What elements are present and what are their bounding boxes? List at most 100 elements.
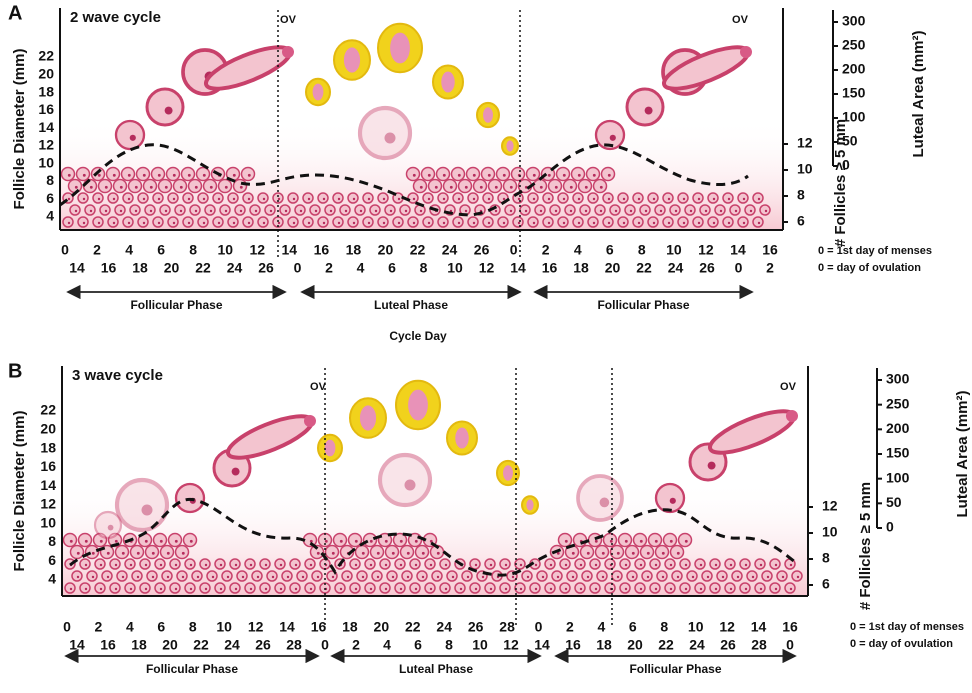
follicle	[422, 216, 434, 228]
follicle	[311, 570, 323, 582]
follicle	[409, 558, 421, 570]
follicle	[692, 192, 704, 204]
luteal-axis-label: Luteal Area (mm²)	[910, 31, 927, 158]
follicle	[412, 178, 428, 194]
legend-note: 0 = day of ovulation	[818, 262, 921, 274]
oocyte	[740, 46, 752, 58]
oocyte	[141, 504, 153, 516]
follicle	[240, 166, 256, 182]
oocyte	[369, 587, 373, 591]
follicle	[332, 532, 348, 548]
x-tick-label: 14	[282, 242, 298, 258]
oocyte	[421, 551, 425, 555]
follicle	[92, 192, 104, 204]
follicle	[135, 166, 151, 182]
follicle	[120, 166, 136, 182]
follicle	[482, 216, 494, 228]
oocyte	[99, 539, 103, 543]
oocyte	[399, 587, 403, 591]
oocyte	[609, 539, 613, 543]
x-tick-label: 8	[189, 242, 197, 258]
ov-label: OV	[780, 381, 797, 393]
follicle	[362, 192, 374, 204]
oocyte	[419, 185, 423, 189]
oocyte	[412, 221, 416, 225]
x-tick-label: 24	[227, 260, 243, 276]
oocyte	[434, 185, 438, 189]
oocyte	[532, 173, 536, 177]
follicle	[559, 582, 571, 594]
x-tick-label: 14	[279, 619, 295, 635]
follicle	[624, 544, 640, 560]
luteal-tick-label: 250	[886, 395, 910, 411]
follicle	[279, 204, 291, 216]
y-tick-label: 12	[40, 496, 56, 512]
oocyte	[337, 221, 341, 225]
follicle	[94, 582, 106, 594]
follicle	[776, 570, 788, 582]
oocyte	[144, 539, 148, 543]
oocyte	[502, 221, 506, 225]
x-tick-label: 14	[534, 637, 550, 653]
follicle	[79, 582, 91, 594]
oocyte	[727, 221, 731, 225]
follicle	[499, 558, 511, 570]
follicle	[557, 216, 569, 228]
oocyte	[157, 221, 161, 225]
oocyte	[504, 587, 508, 591]
oocyte	[599, 185, 603, 189]
x-tick-label: 24	[436, 619, 452, 635]
follicle	[647, 532, 663, 548]
follicle	[257, 216, 269, 228]
x-tick-label: 16	[565, 637, 581, 653]
follicle	[532, 178, 548, 194]
follicle	[521, 570, 533, 582]
y-tick-label: 20	[38, 65, 54, 81]
x-tick-label: 2	[93, 242, 101, 258]
oocyte	[384, 132, 396, 144]
follicle-count-curve	[59, 143, 749, 217]
oocyte	[639, 539, 643, 543]
follicle	[150, 166, 166, 182]
x-tick-label: 22	[658, 637, 674, 653]
luteal-tick-label: 300	[886, 371, 910, 387]
oocyte	[457, 221, 461, 225]
follicle	[204, 204, 216, 216]
follicle	[114, 477, 170, 533]
follicle	[722, 192, 734, 204]
x-tick-label: 28	[751, 637, 767, 653]
oocyte	[429, 587, 433, 591]
oocyte	[211, 575, 215, 579]
follicle	[227, 216, 239, 228]
oocyte	[249, 563, 253, 567]
oocyte	[397, 221, 401, 225]
oocyte	[232, 197, 236, 201]
follicle	[484, 558, 496, 570]
oocyte	[339, 539, 343, 543]
x-tick-label: 0	[735, 260, 743, 276]
oocyte	[164, 185, 168, 189]
follicle	[97, 178, 113, 194]
oocyte	[534, 587, 538, 591]
oocyte	[554, 185, 558, 189]
oocyte	[652, 221, 656, 225]
follicle	[339, 544, 355, 560]
follicle	[559, 558, 571, 570]
follicle	[602, 192, 614, 204]
oocyte	[172, 221, 176, 225]
x-tick-label: 14	[69, 637, 85, 653]
oocyte	[629, 209, 633, 213]
oocyte	[684, 539, 688, 543]
follicle	[632, 192, 644, 204]
corpus-luteum-core	[455, 427, 469, 449]
oocyte	[189, 587, 193, 591]
phase-label: Follicular Phase	[146, 662, 238, 676]
x-tick-label: 2	[95, 619, 103, 635]
follicle	[686, 570, 698, 582]
follicle	[572, 216, 584, 228]
follicle	[617, 532, 633, 548]
x-tick-label: 28	[286, 637, 302, 653]
luteal-tick-label: 50	[842, 133, 858, 149]
luteal-tick-label: 300	[842, 13, 866, 29]
oocyte	[202, 173, 206, 177]
